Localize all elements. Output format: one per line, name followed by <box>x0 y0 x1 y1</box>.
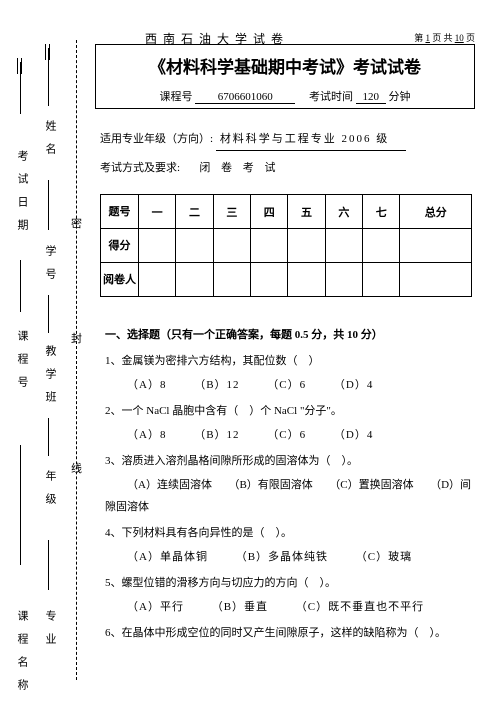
score-col: 六 <box>325 195 362 229</box>
mode-value: 闭 卷 考 试 <box>199 162 279 174</box>
score-cell <box>251 263 288 297</box>
binding-label: 课程名称 <box>14 610 30 702</box>
binding-label: 教学班 <box>42 345 58 414</box>
title-box: 《材料科学基础期中考试》考试试卷 课程号 6706601060 考试时间 120… <box>95 44 475 109</box>
score-cell <box>251 229 288 263</box>
score-col: 一 <box>139 195 176 229</box>
question-4-options: （A）单晶体铜 （B）多晶体纯铁 （C）玻璃 <box>127 546 475 568</box>
seal-char: 密 <box>71 215 82 231</box>
seal-dashed-line <box>76 40 77 680</box>
opt: （A）8 <box>127 379 166 391</box>
opt: （C）既不垂直也不平行 <box>296 601 424 613</box>
question-2: 2、一个 NaCl 晶胞中含有（ ）个 NaCl "分子"。 <box>105 400 475 422</box>
score-cell <box>213 229 250 263</box>
page-number: 第 1 页 共 10 页 <box>414 31 475 44</box>
score-cell <box>139 263 176 297</box>
binding-label: 课程号 <box>14 330 30 399</box>
opt: （A）8 <box>127 429 166 441</box>
score-cell <box>400 263 472 297</box>
score-cell <box>139 229 176 263</box>
score-col: 总分 <box>400 195 472 229</box>
binding-line <box>20 260 21 312</box>
score-cell <box>213 263 250 297</box>
score-cell <box>176 229 213 263</box>
opt: （B）12 <box>194 429 239 441</box>
score-col: 四 <box>251 195 288 229</box>
question-3-options-line2: 隙固溶体 <box>105 496 475 518</box>
binding-line <box>48 540 49 590</box>
binding-bracket <box>17 58 22 74</box>
binding-line <box>20 445 21 565</box>
question-2-options: （A）8 （B）12 （C）6 （D）4 <box>127 424 475 446</box>
major-value: 材料科学与工程专业 2006 级 <box>216 128 406 151</box>
opt: （B）垂直 <box>212 601 268 613</box>
title-meta-row: 课程号 6706601060 考试时间 120 分钟 <box>102 88 468 104</box>
seal-char: 线 <box>71 460 82 476</box>
binding-line <box>48 418 49 456</box>
score-cell <box>288 229 325 263</box>
opt: （C）6 <box>267 379 306 391</box>
question-6: 6、在晶体中形成空位的同时又产生间隙原子，这样的缺陷称为（ ）。 <box>105 622 475 644</box>
course-code: 6706601060 <box>195 91 295 104</box>
seal-char: 封 <box>71 330 82 346</box>
opt: （B）12 <box>194 379 239 391</box>
question-1: 1、金属镁为密排六方结构，其配位数（ ） <box>105 350 475 372</box>
question-content: 一、选择题（只有一个正确答案，每题 0.5 分，共 10 分） 1、金属镁为密排… <box>105 324 475 644</box>
binding-label: 专业 <box>42 610 58 656</box>
time-value: 120 <box>356 91 386 104</box>
opt: （D）4 <box>334 429 373 441</box>
course-label: 课程号 <box>160 91 193 103</box>
score-cell <box>325 263 362 297</box>
score-cell <box>400 229 472 263</box>
binding-label: 姓名 <box>42 120 58 166</box>
page-total: 10 <box>455 33 464 43</box>
question-5-options: （A）平行 （B）垂直 （C）既不垂直也不平行 <box>127 596 475 618</box>
page-suf: 页 <box>466 33 475 43</box>
time-unit: 分钟 <box>389 91 411 103</box>
question-5: 5、螺型位错的滑移方向与切应力的方向（ ）。 <box>105 572 475 594</box>
mode-label: 考试方式及要求: <box>100 162 180 174</box>
major-label: 适用专业年级（方向）: <box>100 133 213 145</box>
section-1-title: 一、选择题（只有一个正确答案，每题 0.5 分，共 10 分） <box>105 324 475 346</box>
binding-label: 学号 <box>42 245 58 291</box>
exam-title: 《材料科学基础期中考试》考试试卷 <box>102 53 468 78</box>
score-row-header: 得分 <box>101 229 139 263</box>
score-table: 题号 一 二 三 四 五 六 七 总分 得分 阅卷人 <box>100 194 472 297</box>
time-label: 考试时间 <box>309 91 353 103</box>
score-cell <box>363 229 400 263</box>
score-cell <box>363 263 400 297</box>
score-row-header: 题号 <box>101 195 139 229</box>
score-cell <box>288 263 325 297</box>
info-block: 适用专业年级（方向）: 材料科学与工程专业 2006 级 考试方式及要求: 闭 … <box>100 128 475 179</box>
opt: （A）单晶体铜 <box>127 551 208 563</box>
page-pre: 第 <box>414 33 423 43</box>
binding-label: 考试日期 <box>14 150 30 242</box>
opt: （C）玻璃 <box>356 551 412 563</box>
opt: （B）多晶体纯铁 <box>236 551 328 563</box>
score-col: 七 <box>363 195 400 229</box>
opt: （D）4 <box>334 379 373 391</box>
binding-label: 年级 <box>42 470 58 516</box>
score-cell <box>176 263 213 297</box>
binding-bracket <box>45 44 50 60</box>
score-cell <box>325 229 362 263</box>
page-mid: 页 共 <box>432 33 452 43</box>
binding-line <box>48 295 49 333</box>
opt: （A）平行 <box>127 601 184 613</box>
question-4: 4、下列材料具有各向异性的是（ ）。 <box>105 522 475 544</box>
score-row-header: 阅卷人 <box>101 263 139 297</box>
page-current: 1 <box>425 33 430 43</box>
question-1-options: （A）8 （B）12 （C）6 （D）4 <box>127 374 475 396</box>
score-col: 二 <box>176 195 213 229</box>
opt: （C）6 <box>267 429 306 441</box>
score-col: 五 <box>288 195 325 229</box>
question-3-options-line1: （A）连续固溶体 （B）有限固溶体 （C）置换固溶体 （D）间 <box>127 474 475 496</box>
binding-line <box>48 180 49 230</box>
score-col: 三 <box>213 195 250 229</box>
question-3: 3、溶质进入溶剂晶格间隙所形成的固溶体为（ ）。 <box>105 450 475 472</box>
